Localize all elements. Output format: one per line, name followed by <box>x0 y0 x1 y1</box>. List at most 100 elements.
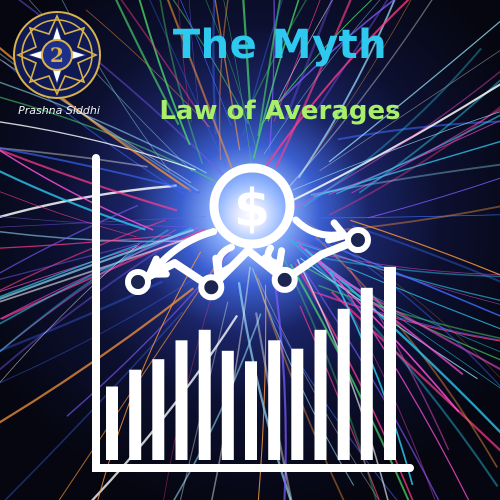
light-streak <box>330 290 500 452</box>
light-streak <box>298 243 460 413</box>
light-streak <box>338 279 500 353</box>
light-streak <box>301 0 412 172</box>
light-streak <box>295 70 500 208</box>
light-streak <box>0 148 178 212</box>
light-streak <box>223 0 253 170</box>
chart-axes <box>92 154 414 472</box>
light-streak <box>0 234 172 249</box>
light-streak <box>0 228 169 353</box>
chart-bar <box>384 266 396 460</box>
light-streak <box>212 0 218 135</box>
trend-line <box>134 236 362 292</box>
light-streak <box>0 149 154 231</box>
light-streak <box>0 147 148 168</box>
light-streak <box>257 0 281 137</box>
light-streak <box>328 20 500 163</box>
light-streak <box>205 0 257 148</box>
chart-bar <box>152 359 165 460</box>
light-streak <box>335 114 500 195</box>
chart-bar <box>337 308 350 460</box>
light-streak <box>320 292 500 341</box>
chart-bar <box>129 369 142 460</box>
light-streak <box>0 216 206 228</box>
arrow-head <box>146 255 170 278</box>
light-streak <box>368 177 500 219</box>
chart-bar <box>245 361 257 460</box>
light-streak <box>269 0 275 151</box>
light-streak <box>307 250 500 276</box>
light-streak <box>252 0 307 102</box>
light-streak <box>292 111 500 191</box>
light-streak <box>166 0 233 169</box>
arrow-group <box>146 216 349 279</box>
page-subtitle: Law of Averages <box>159 96 401 126</box>
chart-bar <box>291 348 304 460</box>
light-streak <box>0 228 206 320</box>
light-streak <box>242 0 284 137</box>
light-streak <box>0 237 179 371</box>
arrow-head <box>212 254 236 279</box>
trend-marker <box>125 269 151 295</box>
light-streak <box>264 0 410 168</box>
chart-bar <box>268 340 281 460</box>
light-streak <box>296 259 389 500</box>
light-streak <box>319 50 500 172</box>
dollar-sign: $ <box>234 179 270 239</box>
light-streak <box>288 0 433 188</box>
light-streak <box>237 282 292 500</box>
light-streak <box>177 0 192 123</box>
light-streak <box>302 47 482 208</box>
light-streak <box>159 0 204 165</box>
light-streak <box>313 255 500 278</box>
chart-bar <box>314 329 327 460</box>
light-streak <box>0 231 208 303</box>
light-streak <box>4 311 184 500</box>
light-streak <box>275 0 396 106</box>
brand-name: Prashna Siddhi <box>18 104 100 117</box>
light-streak <box>310 163 500 196</box>
light-streak <box>0 147 201 194</box>
zigzag-line <box>125 227 371 301</box>
light-streak <box>0 271 206 384</box>
light-streak <box>58 263 218 500</box>
light-streak <box>358 79 500 194</box>
light-streak <box>0 227 192 325</box>
chart-axis <box>92 154 414 472</box>
light-streak <box>0 280 163 352</box>
light-streak <box>306 235 500 317</box>
logo-digit: 2 <box>50 43 64 67</box>
light-streak <box>0 226 200 320</box>
light-streak <box>346 266 500 330</box>
light-streak <box>305 223 500 387</box>
light-streak <box>149 0 227 168</box>
light-streak <box>267 0 333 122</box>
light-streak <box>328 106 500 216</box>
chart-bar <box>221 350 234 460</box>
light-streak <box>351 224 500 283</box>
light-streak <box>350 219 500 276</box>
light-streak <box>304 266 500 361</box>
trend-marker <box>345 227 371 253</box>
light-streak <box>351 108 500 194</box>
light-streak <box>295 241 500 301</box>
light-streak <box>0 244 145 293</box>
light-streak <box>0 228 194 301</box>
light-streak <box>329 271 414 486</box>
light-streak <box>313 291 500 342</box>
light-streak <box>287 83 500 204</box>
light-streak <box>337 120 500 141</box>
light-streak <box>120 0 209 128</box>
light-streak <box>321 263 500 389</box>
light-streak <box>318 214 500 219</box>
light-streak <box>0 121 196 171</box>
light-streak <box>0 287 194 424</box>
light-streak <box>179 301 229 500</box>
light-streak <box>0 81 207 174</box>
light-streak <box>284 0 334 121</box>
light-streak <box>0 241 145 281</box>
light-streak <box>138 0 191 146</box>
arrow-head <box>325 219 349 244</box>
